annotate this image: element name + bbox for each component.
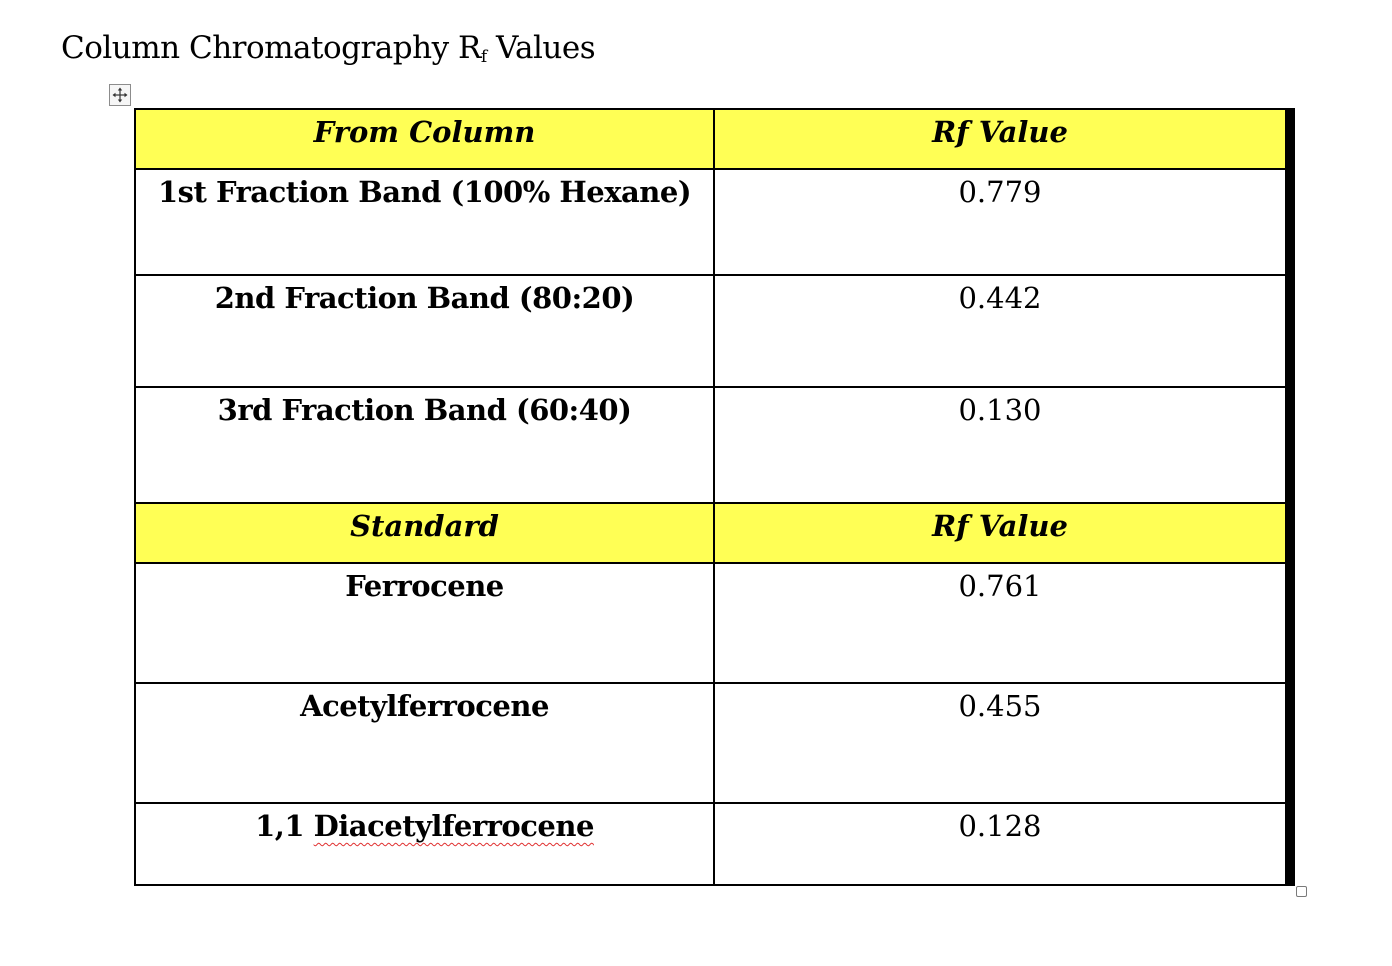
table-row: 2nd Fraction Band (80:20) 0.442 — [134, 274, 1287, 388]
row-label-cell[interactable]: 3rd Fraction Band (60:40) — [134, 386, 715, 504]
rf-table-container: From Column Rf Value 1st Fraction Band (… — [134, 108, 1295, 886]
rf-value-cell[interactable]: 0.442 — [713, 274, 1287, 388]
row-label-cell[interactable]: Acetylferrocene — [134, 682, 715, 804]
page-title-main: Column Chromatography R — [61, 30, 481, 66]
page-title-tail: Values — [486, 30, 596, 66]
rf-value-cell[interactable]: 0.779 — [713, 168, 1287, 276]
table-resize-icon[interactable] — [1296, 886, 1307, 897]
header-cell-rf-value[interactable]: Rf Value — [713, 502, 1287, 564]
rf-values-table: From Column Rf Value 1st Fraction Band (… — [134, 108, 1287, 886]
row-label-cell[interactable]: 2nd Fraction Band (80:20) — [134, 274, 715, 388]
table-row: 1,1 Diacetylferrocene 0.128 — [134, 802, 1287, 886]
table-row: Ferrocene 0.761 — [134, 562, 1287, 684]
table-header-row-standard: Standard Rf Value — [134, 502, 1287, 564]
row-label-cell[interactable]: Ferrocene — [134, 562, 715, 684]
rf-value-cell[interactable]: 0.761 — [713, 562, 1287, 684]
rf-value-cell[interactable]: 0.128 — [713, 802, 1287, 886]
row-label-prefix: 1,1 — [255, 809, 314, 843]
rf-value-cell[interactable]: 0.455 — [713, 682, 1287, 804]
header-cell-rf-value[interactable]: Rf Value — [713, 108, 1287, 170]
table-row: 3rd Fraction Band (60:40) 0.130 — [134, 386, 1287, 504]
page-title: Column Chromatography Rf Values — [61, 28, 596, 77]
move-arrows-icon — [112, 87, 128, 103]
header-cell-standard[interactable]: Standard — [134, 502, 715, 564]
row-label-cell[interactable]: 1,1 Diacetylferrocene — [134, 802, 715, 886]
row-label-cell[interactable]: 1st Fraction Band (100% Hexane) — [134, 168, 715, 276]
page-title-subscript: f — [480, 47, 487, 67]
rf-value-cell[interactable]: 0.130 — [713, 386, 1287, 504]
header-cell-from-column[interactable]: From Column — [134, 108, 715, 170]
table-move-icon[interactable] — [109, 84, 131, 106]
spellcheck-flagged-word[interactable]: Diacetylferrocene — [313, 809, 595, 843]
table-header-row-column: From Column Rf Value — [134, 108, 1287, 170]
table-row: 1st Fraction Band (100% Hexane) 0.779 — [134, 168, 1287, 276]
table-row: Acetylferrocene 0.455 — [134, 682, 1287, 804]
